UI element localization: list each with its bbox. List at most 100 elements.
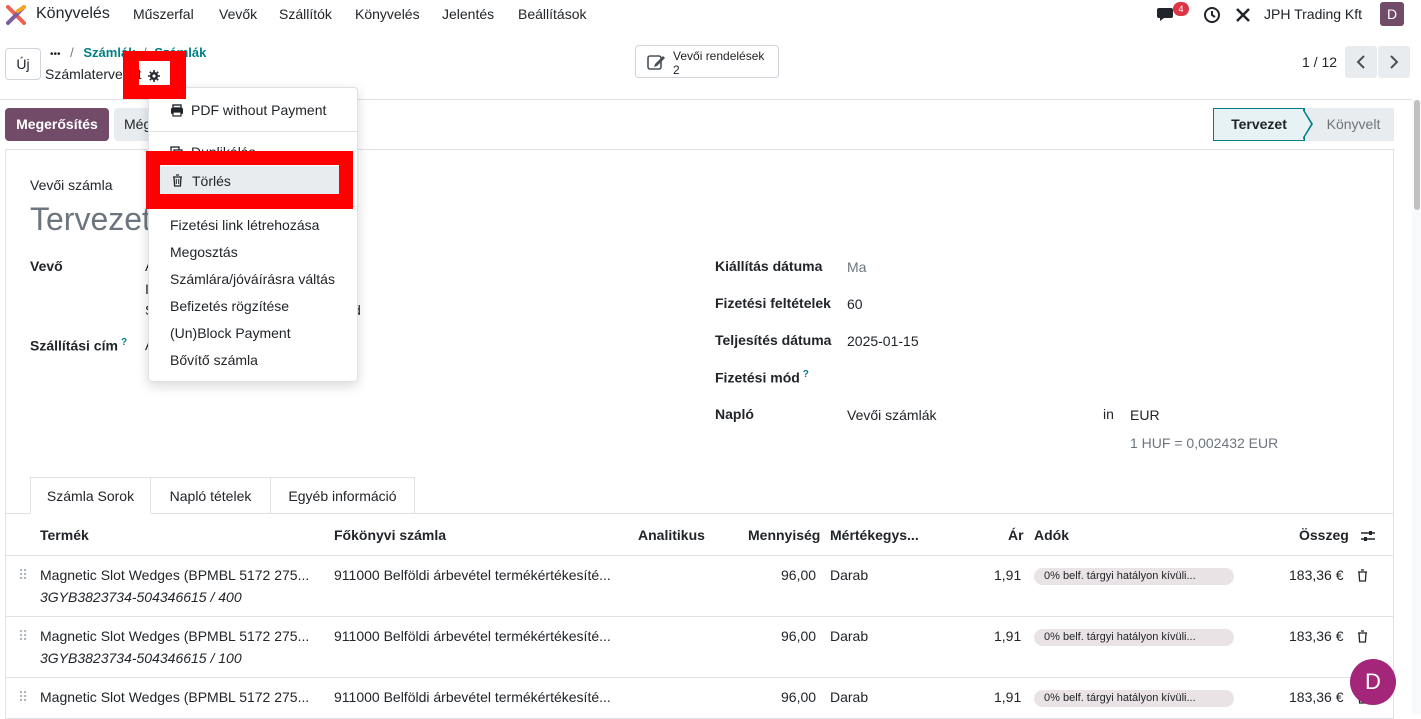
tools-icon[interactable] (1234, 6, 1252, 27)
menu-item-delete[interactable]: Törlés (192, 173, 231, 189)
customer-label: Vevő (30, 258, 63, 274)
delivery-date-field[interactable]: 2025-01-15 (847, 333, 919, 349)
drag-handle-icon[interactable]: ⠿ (18, 628, 28, 644)
menu-reporting[interactable]: Jelentés (442, 6, 495, 22)
cancel-button[interactable]: Még (114, 108, 154, 141)
menu-item-pdf-without-payment[interactable]: PDF without Payment (191, 102, 327, 118)
customer-line-2: I (145, 281, 149, 297)
app-logo-icon[interactable] (6, 5, 26, 25)
col-taxes[interactable]: Adók (1034, 527, 1069, 543)
col-price[interactable]: Ár (1008, 527, 1024, 543)
row-price: 1,91 (994, 689, 1022, 705)
edit-icon (647, 53, 667, 74)
row-uom: Darab (830, 628, 869, 644)
menu-item-switch-type[interactable]: Számlára/jóváírásra váltás (170, 271, 335, 287)
chevron-left-icon (1356, 55, 1365, 69)
status-draft[interactable]: Tervezet (1213, 108, 1305, 141)
row-product: Magnetic Slot Wedges (BPMBL 5172 275... (40, 628, 310, 644)
gear-dropdown-menu: PDF without Payment Duplikálás Törlés Fi… (148, 87, 358, 382)
invoice-date-label: Kiállítás dátuma (715, 258, 823, 274)
scrollbar-thumb[interactable] (1414, 100, 1420, 210)
col-total[interactable]: Összeg (1299, 527, 1349, 543)
trash-icon (172, 174, 183, 190)
col-account[interactable]: Főkönyvi számla (334, 527, 447, 543)
pager-next-button[interactable] (1378, 46, 1410, 78)
row-tax-badge: 0% belf. tárgyi hatályon kívüli... (1034, 568, 1234, 585)
trash-icon[interactable] (1357, 569, 1368, 585)
breadcrumb-invoices-1[interactable]: Számlák (83, 45, 136, 60)
row-account: 911000 Belföldi árbevétel termékértékesí… (334, 628, 611, 644)
sale-orders-smart-button[interactable]: Vevői rendelések 2 (635, 45, 779, 78)
confirm-button[interactable]: Megerősítés (5, 108, 109, 141)
payment-terms-label: Fizetési feltételek (715, 295, 831, 311)
row-uom: Darab (830, 567, 869, 583)
payment-method-field[interactable] (847, 369, 1087, 389)
menu-item-register-payment[interactable]: Befizetés rögzítése (170, 298, 290, 314)
menu-item-payment-link[interactable]: Fizetési link létrehozása (170, 217, 320, 233)
row-tax-badge: 0% belf. tárgyi hatályon kívüli... (1034, 629, 1234, 646)
payment-terms-field[interactable]: 60 (847, 296, 863, 312)
currency-field[interactable]: EUR (1130, 407, 1160, 423)
chat-avatar-button[interactable]: D (1350, 659, 1396, 705)
menu-item-share[interactable]: Megosztás (170, 244, 238, 260)
gear-icon[interactable] (148, 69, 160, 85)
tabs-divider (5, 513, 1394, 514)
menu-item-delete-row[interactable] (161, 166, 339, 194)
row-total: 183,36 € (1289, 628, 1344, 644)
row-quantity: 96,00 (781, 628, 817, 644)
menu-dashboard[interactable]: Műszerfal (133, 6, 194, 22)
table-row[interactable] (5, 617, 1394, 677)
delivery-date-label: Teljesítés dátuma (715, 332, 832, 348)
column-settings-icon[interactable] (1360, 529, 1376, 546)
header-divider (0, 99, 1412, 100)
row-product: Magnetic Slot Wedges (BPMBL 5172 275... (40, 567, 310, 583)
col-quantity[interactable]: Mennyiség (748, 527, 821, 543)
menu-vendors[interactable]: Szállítók (279, 6, 332, 22)
new-button[interactable]: Új (5, 48, 41, 80)
delivery-address-label: Szállítási cím? (30, 337, 128, 354)
status-bar: Tervezet Könyvelt (1213, 108, 1394, 141)
menu-item-block-payment[interactable]: (Un)Block Payment (170, 325, 291, 341)
highlight-delete-top (146, 151, 353, 165)
col-product[interactable]: Termék (40, 527, 89, 543)
col-uom[interactable]: Mértékegys... (830, 527, 919, 543)
row-product: Magnetic Slot Wedges (BPMBL 5172 275... (40, 689, 310, 705)
record-name: Számlatervezet (45, 66, 142, 82)
user-avatar[interactable]: D (1380, 2, 1404, 26)
invoice-title: Tervezet (30, 201, 151, 237)
messages-icon[interactable] (1157, 6, 1177, 27)
drag-handle-icon[interactable]: ⠿ (18, 689, 28, 705)
tab-invoice-lines[interactable]: Számla Sorok (30, 477, 151, 514)
currency-in-label: in (1103, 406, 1114, 422)
drag-handle-icon[interactable]: ⠿ (18, 567, 28, 583)
page-scrollbar[interactable] (1412, 100, 1421, 714)
invoice-date-field[interactable]: Ma (847, 259, 867, 275)
trash-icon[interactable] (1357, 630, 1368, 646)
col-analytic[interactable]: Analitikus (638, 527, 705, 543)
menu-accounting[interactable]: Könyvelés (355, 6, 420, 22)
menu-customers[interactable]: Vevők (219, 6, 258, 22)
company-switcher[interactable]: JPH Trading Kft (1264, 6, 1363, 22)
row-total: 183,36 € (1289, 689, 1344, 705)
row-total: 183,36 € (1289, 567, 1344, 583)
menu-configuration[interactable]: Beállítások (518, 6, 587, 22)
activity-clock-icon[interactable] (1203, 6, 1221, 27)
app-name[interactable]: Könyvelés (36, 5, 110, 22)
tab-journal-items[interactable]: Napló tételek (151, 477, 271, 514)
breadcrumb-more[interactable]: ••• (50, 49, 61, 60)
row-account: 911000 Belföldi árbevétel termékértékesí… (334, 567, 611, 583)
row-quantity: 96,00 (781, 689, 817, 705)
pager-previous-button[interactable] (1345, 46, 1377, 78)
status-posted[interactable]: Könyvelt (1305, 108, 1394, 141)
menu-item-extension-invoice[interactable]: Bővítő számla (170, 352, 258, 368)
row-reference: 3GYB3823734-504346615 / 400 (40, 589, 242, 605)
journal-label: Napló (715, 406, 754, 422)
row-price: 1,91 (994, 567, 1022, 583)
journal-field[interactable]: Vevői számlák (847, 407, 937, 423)
highlight-delete-bottom (146, 194, 353, 209)
tab-other-info[interactable]: Egyéb információ (270, 477, 415, 514)
pager-value[interactable]: 1 / 12 (1302, 54, 1338, 70)
table-row[interactable] (5, 556, 1394, 616)
row-account: 911000 Belföldi árbevétel termékértékesí… (334, 689, 611, 705)
row-tax-badge: 0% belf. tárgyi hatályon kívüli... (1034, 690, 1234, 707)
